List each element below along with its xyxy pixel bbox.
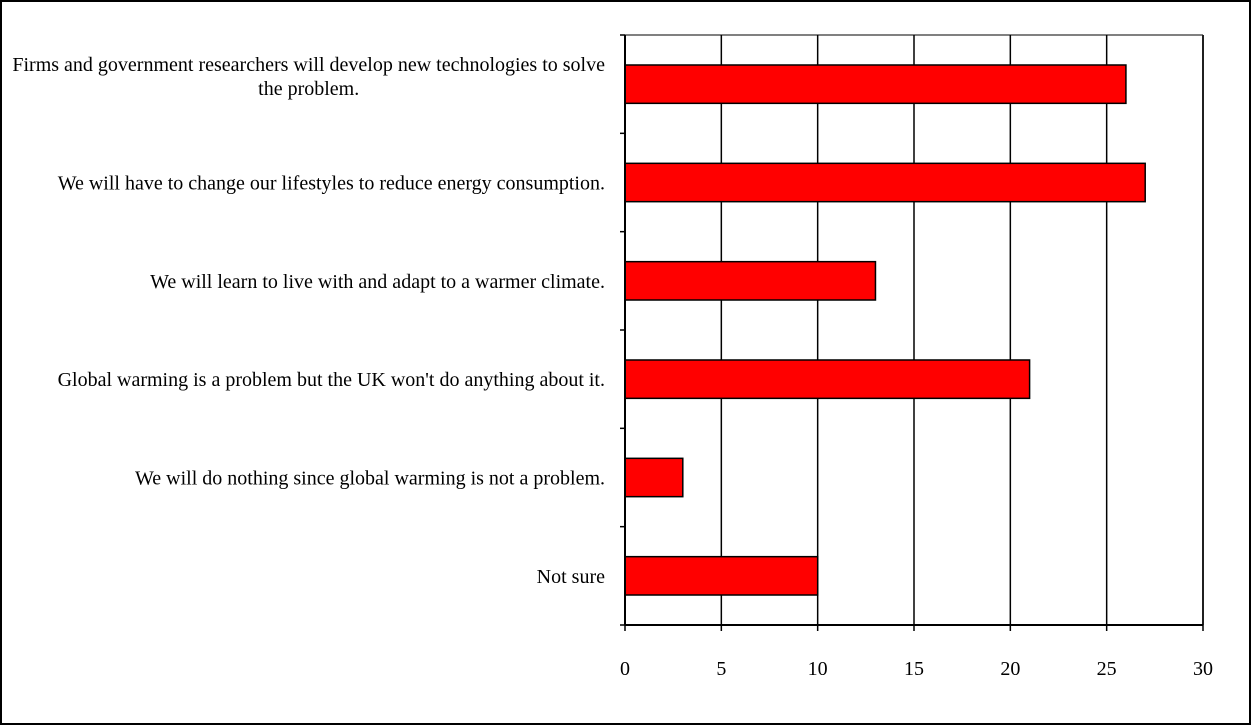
- x-tick-label: 5: [716, 658, 726, 680]
- bar: [624, 555, 819, 596]
- x-tick-label: 0: [620, 658, 630, 680]
- x-tick-label: 20: [1000, 658, 1020, 680]
- y-tick-label: We will learn to live with and adapt to …: [150, 271, 605, 293]
- y-tick-label: Not sure: [537, 566, 605, 588]
- bar: [624, 457, 684, 498]
- bar: [624, 359, 1031, 400]
- bar: [624, 64, 1127, 105]
- x-tick-label: 25: [1097, 658, 1117, 680]
- bar: [624, 260, 877, 301]
- y-tick-label: Firms and government researchers will de…: [12, 54, 605, 100]
- x-tick-label: 10: [808, 658, 828, 680]
- x-tick-label: 15: [904, 658, 924, 680]
- y-tick-label: Global warming is a problem but the UK w…: [58, 369, 605, 391]
- bar: [624, 162, 1146, 203]
- x-tick-label: 30: [1193, 658, 1213, 680]
- y-tick-label: We will do nothing since global warming …: [135, 468, 605, 490]
- y-tick-label: We will have to change our lifestyles to…: [58, 173, 605, 195]
